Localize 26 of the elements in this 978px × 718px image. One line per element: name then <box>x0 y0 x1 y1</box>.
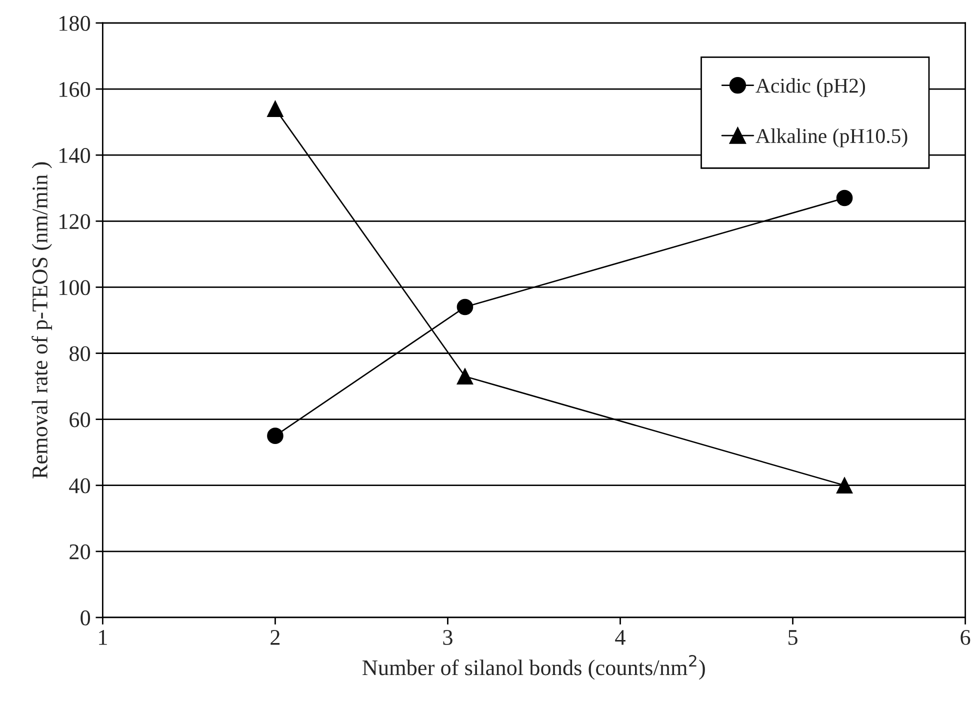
x-tick-label: 2 <box>270 630 280 645</box>
point <box>456 298 474 316</box>
y-tick-label: 100 <box>60 280 90 296</box>
y-tick-label: 40 <box>69 478 90 494</box>
y-tick-label: 160 <box>60 82 90 97</box>
x-tick-label: 4 <box>615 630 626 645</box>
point <box>456 368 474 385</box>
x-tick-label: 1 <box>99 630 107 645</box>
x-axis-title: Number of silanol bonds (counts/nm$^{2}$) <box>362 654 705 680</box>
y-tick-label: 80 <box>70 346 90 362</box>
point <box>267 100 284 118</box>
y-tick-label: 0 <box>80 610 90 626</box>
legend-label: Acidic (pH2) <box>756 78 865 98</box>
y-tick-label: 120 <box>60 214 90 230</box>
point <box>267 428 284 444</box>
y-tick-label: 60 <box>70 412 90 428</box>
x-tick-label: 3 <box>443 630 452 645</box>
point <box>836 190 853 206</box>
point <box>836 477 853 494</box>
x-tick-label: 5 <box>788 630 798 645</box>
y-tick-label: 140 <box>60 148 90 164</box>
x-tick-label: 6 <box>960 630 970 645</box>
y-axis-title: Removal rate of p-TEOS (nm/min ) <box>32 162 52 478</box>
y-tick-label: 20 <box>70 544 90 560</box>
y-tick-label: 180 <box>60 16 90 31</box>
legend-label: Alkaline (pH10.5) <box>756 128 908 148</box>
